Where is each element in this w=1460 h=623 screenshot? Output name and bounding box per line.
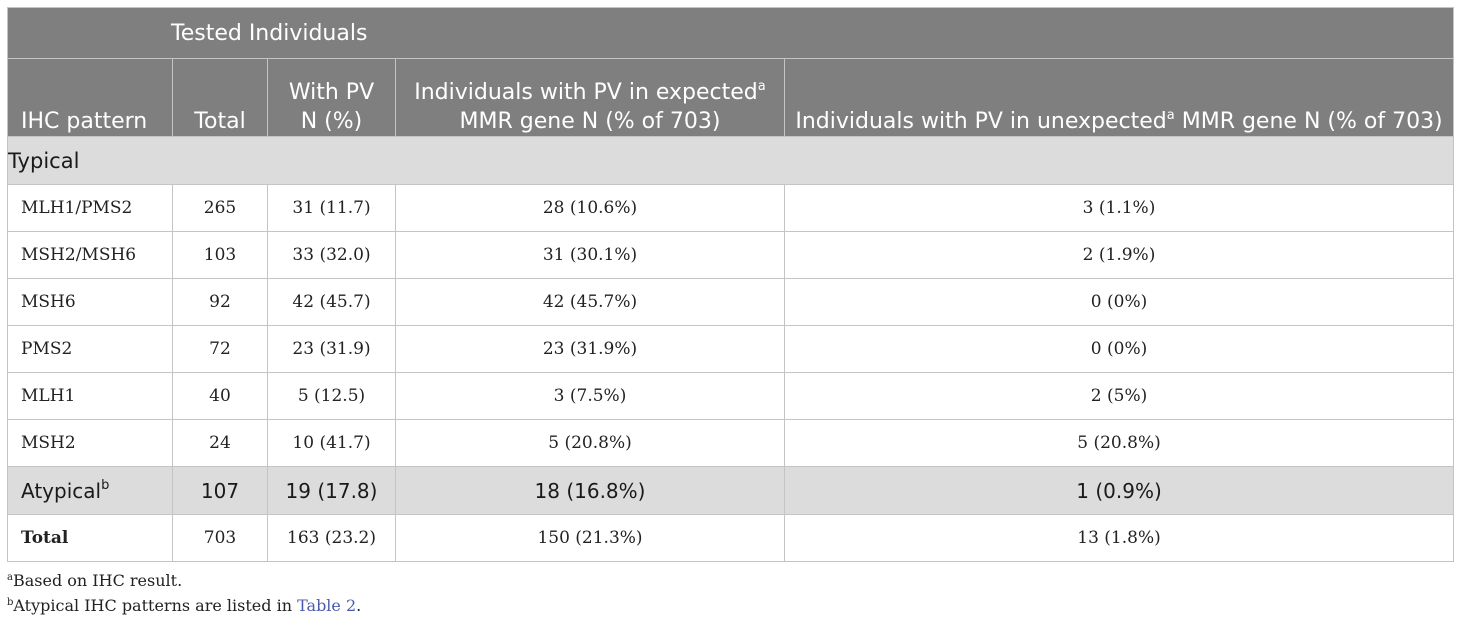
footnote-b-marker: b	[7, 597, 14, 608]
unexpected-part2: MMR gene N (% of 703)	[1174, 109, 1443, 134]
footnotes: aBased on IHC result. bAtypical IHC patt…	[7, 568, 361, 618]
unexpected-superscript: a	[1166, 108, 1175, 123]
table-header-row: IHC pattern Total With PV N (%) Individua…	[7, 58, 1455, 137]
cell-pattern: MSH2/MSH6	[7, 231, 173, 279]
table-2-link[interactable]: Table 2	[297, 596, 357, 615]
cell-total: 103	[172, 231, 268, 279]
table-row: MLH1/PMS2 265 31 (11.7) 28 (10.6%) 3 (1.…	[7, 184, 1455, 232]
cell-expected: 28 (10.6%)	[395, 184, 785, 232]
cell-unexpected: 3 (1.1%)	[783, 184, 1455, 232]
with-pv-line2: N (%)	[300, 109, 363, 134]
atypical-row: Atypicalb 107 19 (17.8) 18 (16.8%) 1 (0.…	[7, 466, 1455, 515]
cell-total: 107	[172, 466, 268, 515]
footnote-a: aBased on IHC result.	[7, 568, 361, 593]
cell-unexpected: 1 (0.9%)	[783, 466, 1455, 515]
cell-total: 265	[172, 184, 268, 232]
cell-pattern-atypical: Atypicalb	[7, 466, 173, 515]
cell-with-pv: 31 (11.7)	[267, 184, 396, 232]
cell-with-pv: 10 (41.7)	[267, 419, 396, 467]
cell-pattern-total: Total	[7, 514, 173, 562]
cell-pattern: MLH1/PMS2	[7, 184, 173, 232]
col-header-expected: Individuals with PV in expecteda MMR gene…	[395, 58, 785, 137]
cell-unexpected: 13 (1.8%)	[783, 514, 1455, 562]
cell-total: 72	[172, 325, 268, 373]
cell-expected: 3 (7.5%)	[395, 372, 785, 420]
table-row: MSH2/MSH6 103 33 (32.0) 31 (30.1%) 2 (1.…	[7, 231, 1455, 279]
table-row: MSH2 24 10 (41.7) 5 (20.8%) 5 (20.8%)	[7, 419, 1455, 467]
section-label-typical: Typical	[6, 136, 1455, 185]
cell-with-pv: 33 (32.0)	[267, 231, 396, 279]
cell-with-pv: 42 (45.7)	[267, 278, 396, 326]
expected-line2: MMR gene N (% of 703)	[459, 109, 721, 134]
footnote-b: bAtypical IHC patterns are listed in Tab…	[7, 593, 361, 618]
footnote-b-end: .	[356, 596, 362, 615]
footnote-a-text: Based on IHC result.	[12, 571, 183, 590]
cell-total: 703	[172, 514, 268, 562]
footnote-a-marker: a	[7, 572, 13, 583]
cell-with-pv: 23 (31.9)	[267, 325, 396, 373]
section-row-typical: Typical	[6, 136, 1455, 185]
cell-pattern: PMS2	[7, 325, 173, 373]
cell-unexpected: 0 (0%)	[783, 325, 1455, 373]
col-header-ihc-pattern: IHC pattern	[7, 58, 173, 137]
tested-individuals-label: Tested Individuals	[171, 20, 368, 46]
expected-line1: Individuals with PV in expected	[414, 80, 758, 105]
expected-superscript: a	[757, 79, 766, 94]
results-table: Tested Individuals IHC pattern Total Wit…	[6, 7, 1455, 562]
cell-unexpected: 5 (20.8%)	[783, 419, 1455, 467]
table-row: MLH1 40 5 (12.5) 3 (7.5%) 2 (5%)	[7, 372, 1455, 420]
col-header-with-pv: With PV N (%)	[267, 58, 396, 137]
atypical-superscript: b	[101, 477, 110, 493]
cell-unexpected: 0 (0%)	[783, 278, 1455, 326]
cell-with-pv: 163 (23.2)	[267, 514, 396, 562]
cell-pattern: MLH1	[7, 372, 173, 420]
cell-with-pv: 19 (17.8)	[267, 466, 396, 515]
cell-pattern: MSH6	[7, 278, 173, 326]
cell-expected: 23 (31.9%)	[395, 325, 785, 373]
cell-expected: 42 (45.7%)	[395, 278, 785, 326]
cell-pattern: MSH2	[7, 419, 173, 467]
cell-with-pv: 5 (12.5)	[267, 372, 396, 420]
cell-unexpected: 2 (1.9%)	[783, 231, 1455, 279]
unexpected-part1: Individuals with PV in unexpected	[795, 109, 1167, 134]
cell-expected: 150 (21.3%)	[395, 514, 785, 562]
footnote-b-text: Atypical IHC patterns are listed in	[13, 596, 298, 615]
cell-expected: 5 (20.8%)	[395, 419, 785, 467]
cell-expected: 31 (30.1%)	[395, 231, 785, 279]
cell-total: 40	[172, 372, 268, 420]
cell-unexpected: 2 (5%)	[783, 372, 1455, 420]
col-header-total: Total	[172, 58, 268, 137]
cell-expected: 18 (16.8%)	[395, 466, 785, 515]
table-header-group-row: Tested Individuals	[6, 7, 1455, 59]
cell-total: 92	[172, 278, 268, 326]
cell-total: 24	[172, 419, 268, 467]
group-header-cell: Tested Individuals	[6, 7, 1455, 59]
with-pv-line1: With PV	[288, 80, 375, 105]
atypical-label: Atypical	[21, 478, 102, 503]
total-row: Total 703 163 (23.2) 150 (21.3%) 13 (1.8…	[7, 514, 1455, 562]
table-row: PMS2 72 23 (31.9) 23 (31.9%) 0 (0%)	[7, 325, 1455, 373]
col-header-unexpected: Individuals with PV in unexpecteda MMR g…	[783, 58, 1455, 137]
table-row: MSH6 92 42 (45.7) 42 (45.7%) 0 (0%)	[7, 278, 1455, 326]
